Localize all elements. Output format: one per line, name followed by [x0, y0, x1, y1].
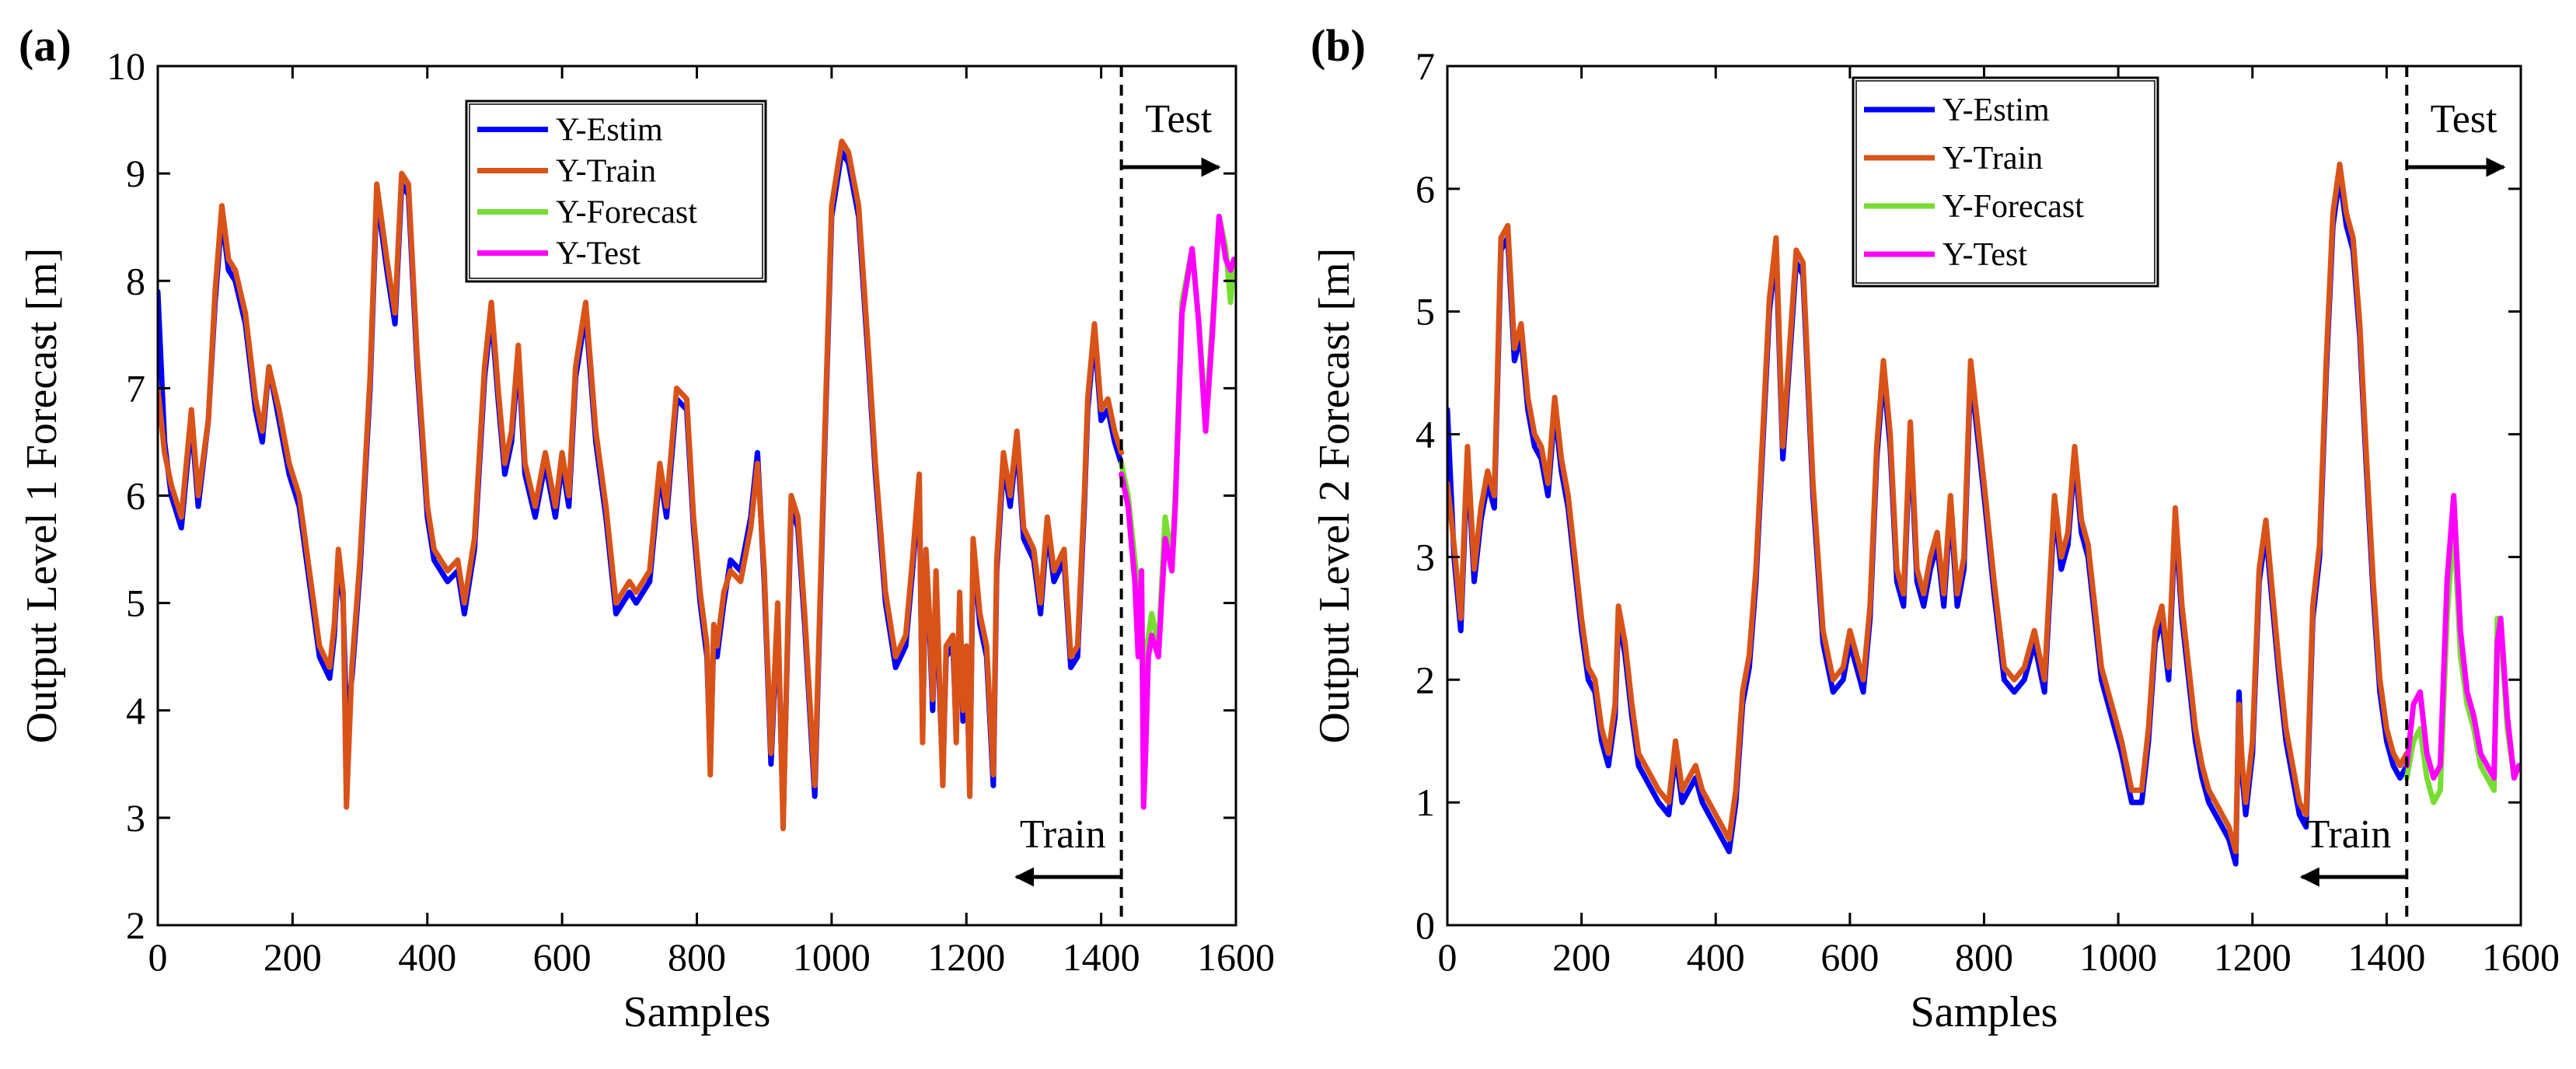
- x-axis-label: Samples: [623, 988, 771, 1036]
- y-tick-label: 5: [1415, 290, 1435, 334]
- series-group: [158, 138, 1236, 832]
- legend-label-y-train: Y-Train: [556, 154, 656, 190]
- x-tick-label: 800: [668, 935, 726, 979]
- legend-label-y-test: Y-Test: [1942, 237, 2027, 273]
- legend-label-y-test: Y-Test: [556, 236, 641, 272]
- x-tick-label: 200: [264, 935, 322, 979]
- x-tick-label: 800: [1955, 935, 2013, 979]
- legend-label-y-estim: Y-Estim: [1942, 93, 2050, 128]
- legend-label-y-forecast: Y-Forecast: [556, 195, 697, 231]
- y-tick-label: 0: [1415, 903, 1435, 947]
- x-tick-label: 0: [1438, 935, 1457, 979]
- legend-box: [1852, 76, 2159, 288]
- x-tick-label: 600: [533, 935, 592, 979]
- x-tick-label: 1000: [2079, 935, 2157, 979]
- y-tick-label: 4: [1415, 413, 1435, 456]
- y-tick-label: 7: [1415, 44, 1435, 88]
- x-axis-label: Samples: [1911, 988, 2058, 1036]
- x-tick-label: 1600: [1197, 935, 1275, 979]
- train-label: Train: [1020, 812, 1106, 857]
- y-tick-label: 10: [106, 44, 145, 88]
- series-line-y-test: [1119, 213, 1236, 810]
- train-label: Train: [2305, 812, 2391, 857]
- x-tick-label: 1200: [927, 935, 1005, 979]
- x-tick-label: 1000: [793, 935, 871, 979]
- y-tick-label: 7: [126, 366, 145, 410]
- series-line-y-test: [2403, 493, 2521, 781]
- series-line-y-train: [1447, 161, 2410, 854]
- y-tick-label: 3: [1415, 535, 1435, 578]
- y-tick-label: 9: [126, 152, 145, 195]
- x-tick-label: 0: [148, 935, 168, 979]
- y-axis-label: Output Level 2 Forecast [m]: [1311, 248, 1359, 744]
- panel-label: (a): [19, 20, 72, 71]
- legend-label-y-train: Y-Train: [1942, 141, 2043, 176]
- y-axis-label: Output Level 1 Forecast [m]: [18, 248, 66, 744]
- chart-panel-a: (a) Test Train 0 200 400 600 800 1000 1200 1400 160…: [18, 20, 1275, 1036]
- x-tick-label: 1600: [2482, 935, 2560, 979]
- legend: Y-Estim Y-Train Y-Forecast Y-Test: [465, 100, 767, 283]
- y-tick-label: 2: [126, 903, 145, 947]
- legend-label-y-forecast: Y-Forecast: [1942, 189, 2084, 225]
- test-label: Test: [1145, 97, 1212, 141]
- y-tick-label: 1: [1415, 781, 1435, 824]
- x-tick-label: 1400: [2347, 935, 2425, 979]
- panel-label: (b): [1311, 20, 1366, 71]
- legend: Y-Estim Y-Train Y-Forecast Y-Test: [1852, 76, 2159, 288]
- y-tick-label: 6: [1415, 167, 1435, 211]
- x-tick-label: 1400: [1063, 935, 1140, 979]
- y-tick-label: 3: [126, 796, 145, 840]
- x-tick-label: 1200: [2214, 935, 2292, 979]
- test-label: Test: [2431, 97, 2497, 141]
- series-group: [1447, 161, 2521, 867]
- x-tick-label: 600: [1820, 935, 1879, 979]
- legend-inner-border: [1855, 80, 2155, 284]
- legend-inner-border: [469, 103, 763, 279]
- y-tick-label: 4: [126, 689, 145, 732]
- x-tick-label: 200: [1552, 935, 1611, 979]
- x-tick-label: 400: [1687, 935, 1745, 979]
- y-tick-label: 8: [126, 259, 145, 302]
- x-tick-label: 400: [398, 935, 456, 979]
- series-line-y-train: [158, 138, 1125, 832]
- legend-label-y-estim: Y-Estim: [556, 113, 663, 148]
- y-tick-label: 6: [126, 474, 145, 518]
- y-tick-label: 5: [126, 582, 145, 625]
- y-tick-label: 2: [1415, 658, 1435, 701]
